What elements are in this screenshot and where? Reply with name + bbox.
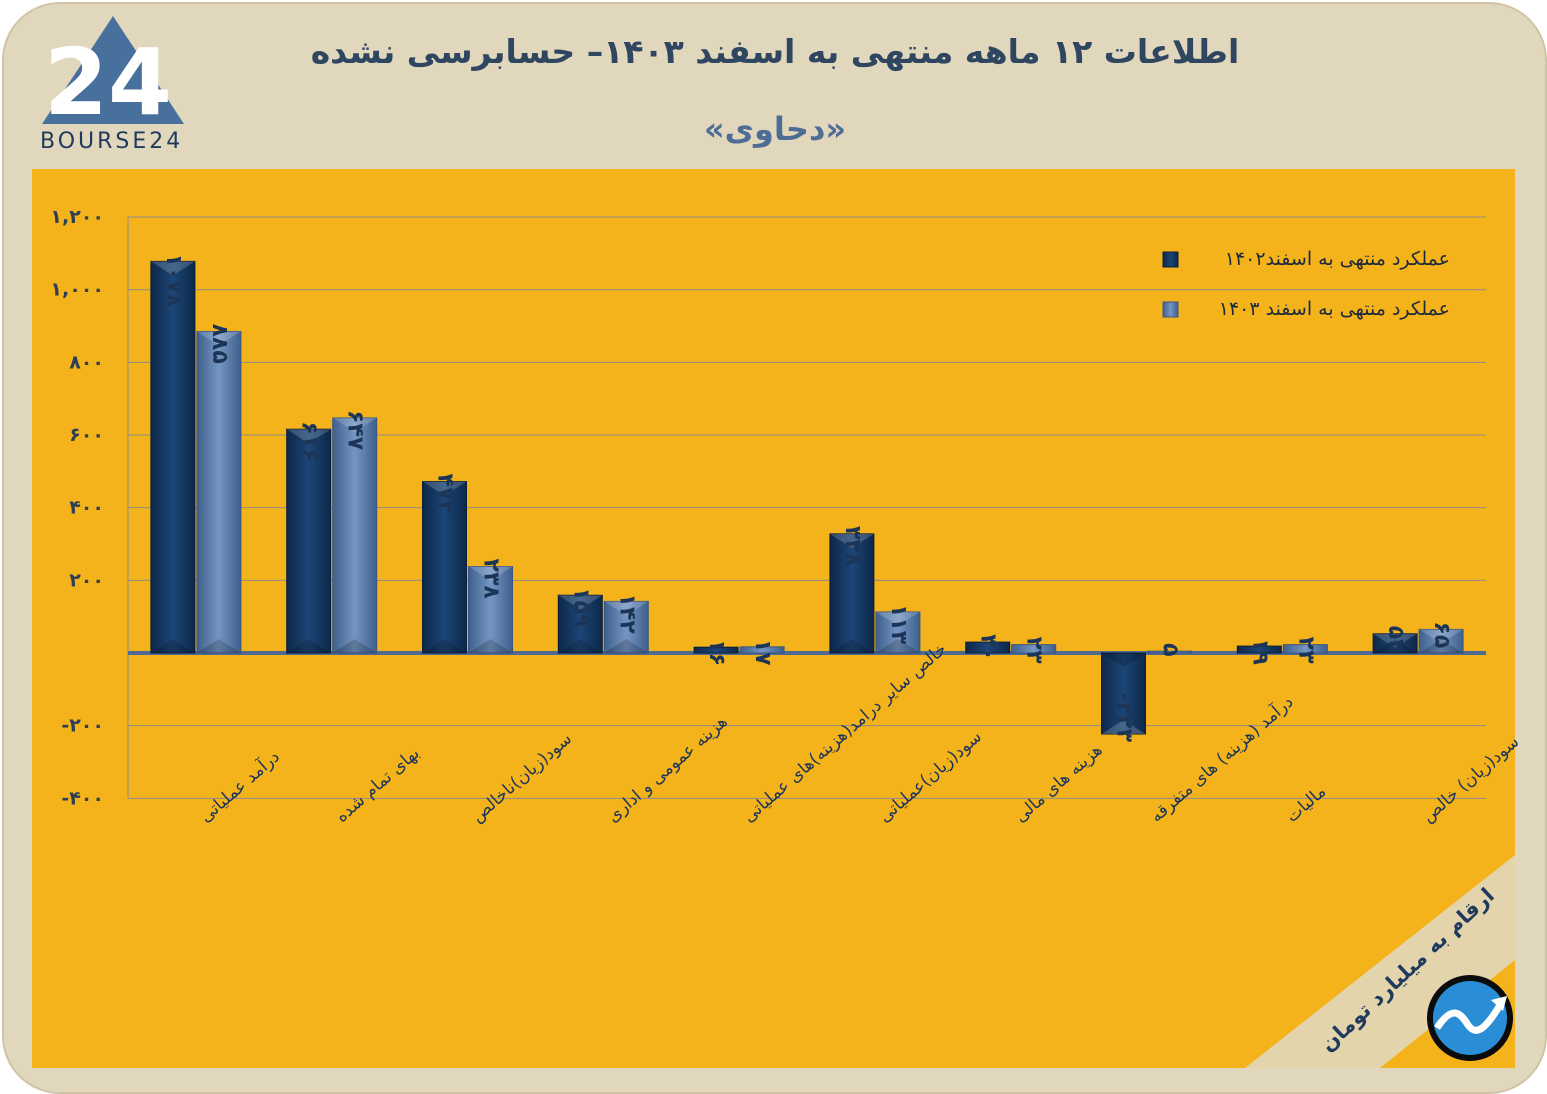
data-label: ۱۱۳ <box>886 604 911 645</box>
bar-series1 <box>693 646 739 654</box>
data-label: ۳۲۸ <box>840 526 865 567</box>
bourse24-logo: 24 <box>42 16 184 136</box>
bar-series2 <box>1282 644 1328 654</box>
y-tick-label: ۸۰۰ <box>69 351 104 373</box>
x-tick-label: درآمد عملیاتی <box>195 745 284 826</box>
y-tick-label: ۴۰۰ <box>69 497 104 519</box>
data-label: ۴۷۲ <box>433 474 458 515</box>
y-tick-label: ۱,۰۰۰ <box>50 279 104 301</box>
x-tick-label: مالیات <box>1282 782 1330 827</box>
bar-series1 <box>1372 633 1418 654</box>
bar-series2 <box>875 611 921 654</box>
bar-series1 <box>1236 645 1282 654</box>
plot-panel <box>32 169 1515 1068</box>
bar-series1 <box>829 533 875 654</box>
bar-series2 <box>1418 628 1464 654</box>
data-label: ۱۶ <box>704 639 729 666</box>
bar-series2 <box>1147 650 1192 654</box>
data-label: ۸۸۵ <box>207 323 232 363</box>
bar-series2 <box>468 566 513 654</box>
legend-swatch <box>1162 301 1179 318</box>
data-label: ۵ <box>1158 643 1183 656</box>
data-label: ۵۳ <box>1383 626 1408 653</box>
x-tick-label: هزینه های مالی <box>1011 740 1107 827</box>
legend-swatch <box>1162 251 1179 268</box>
logo-mark: 24 <box>44 29 172 136</box>
bar-series1 <box>965 641 1011 654</box>
data-label: ۲۳ <box>1022 637 1047 664</box>
bar-series1 <box>422 481 467 654</box>
chart-title: اطلاعات ۱۲ ماهه منتهی به اسفند ۱۴۰۳– حسا… <box>310 32 1240 71</box>
data-label: ۶۴۷ <box>343 410 368 451</box>
data-label: ۲۳ <box>1293 637 1318 664</box>
x-tick-label: سود(زیان) خالص <box>1418 732 1523 827</box>
bar-series2 <box>1011 644 1057 654</box>
bar-series1 <box>150 260 196 654</box>
data-label: ۳۰ <box>976 634 1001 661</box>
y-tick-label: ۱,۲۰۰ <box>50 206 104 228</box>
x-tick-label: درآمد (هزینه) های متفرقه <box>1145 691 1297 827</box>
data-label: ۶۵ <box>1429 621 1454 648</box>
x-tick-label: بهای تمام شده <box>332 743 424 826</box>
logo-text: BOURSE24 <box>40 129 184 154</box>
bar-series2 <box>332 417 378 654</box>
data-label: ۲۳۸ <box>479 559 504 600</box>
legend-label: عملکرد منتهی به اسفند۱۴۰۲ <box>1225 248 1450 270</box>
bar-series1 <box>1101 652 1146 735</box>
chart-subtitle: «دحاوی» <box>703 110 847 148</box>
data-label: ۱۹ <box>1247 638 1272 665</box>
data-label: ۱۷ <box>750 639 775 666</box>
y-tick-label: -۲۰۰ <box>61 715 104 737</box>
bar-series1 <box>557 594 603 654</box>
y-tick-label: ۶۰۰ <box>69 424 104 446</box>
data-label: ۱۰۷۸ <box>161 253 186 307</box>
y-tick-label: ۲۰۰ <box>69 569 104 591</box>
legend: عملکرد منتهی به اسفند۱۴۰۲ عملکرد منتهی به… <box>1162 248 1450 320</box>
x-tick-label: هزینه عمومی و اداری <box>603 712 731 827</box>
data-label: ۱۵۹ <box>568 587 593 627</box>
y-tick-label: -۴۰۰ <box>61 787 104 809</box>
bar-series2 <box>739 646 785 654</box>
x-tick-label: سود(زیان)عملیاتی <box>875 727 986 827</box>
bar-series1 <box>286 428 332 654</box>
data-label: ۱۴۲ <box>614 593 639 634</box>
legend-label: عملکرد منتهی به اسفند ۱۴۰۳ <box>1219 298 1450 320</box>
bar-series2 <box>196 330 242 654</box>
data-label: -۲۲۳ <box>1112 693 1137 743</box>
data-label: ۶۱۶ <box>297 421 322 461</box>
x-tick-label: سود(زیان)ناخالص <box>468 729 576 827</box>
bar-series2 <box>603 600 649 654</box>
